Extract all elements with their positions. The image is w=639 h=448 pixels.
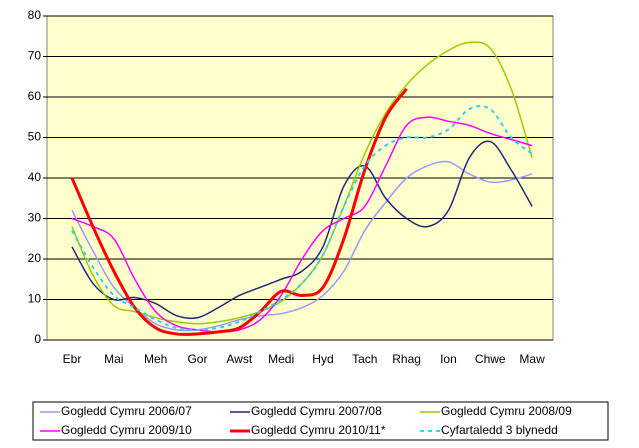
legend-label: Gogledd Cymru 2006/07: [61, 404, 192, 418]
x-tick-label: Meh: [144, 352, 167, 366]
y-tick-label: 60: [28, 89, 42, 103]
legend-label: Gogledd Cymru 2007/08: [251, 404, 382, 418]
series-line: [71, 105, 533, 331]
x-tick-label: Mai: [104, 352, 123, 366]
y-tick-label: 50: [28, 130, 42, 144]
legend-label: Gogledd Cymru 2010/11*: [251, 423, 386, 437]
x-tick-label: Chwe: [475, 352, 506, 366]
x-tick-label: Awst: [226, 352, 252, 366]
y-tick-label: 10: [28, 292, 42, 306]
y-tick-label: 70: [28, 49, 42, 63]
x-tick-label: Ebr: [63, 352, 82, 366]
legend-label: Cyfartaledd 3 blynedd: [441, 423, 558, 437]
series-line: [71, 116, 533, 333]
series-line: [71, 41, 533, 325]
x-tick-label: Medi: [268, 352, 294, 366]
series-line: [71, 160, 533, 332]
y-tick-label: 0: [34, 332, 41, 346]
x-tick-label: Rhag: [392, 352, 421, 366]
x-tick-label: Maw: [519, 352, 545, 366]
x-tick-label: Gor: [187, 352, 207, 366]
y-tick-label: 20: [28, 251, 42, 265]
x-tick-label: Hyd: [312, 352, 333, 366]
series-line: [71, 140, 533, 320]
legend-label: Gogledd Cymru 2009/10: [61, 423, 192, 437]
y-tick-label: 80: [28, 8, 42, 22]
series-line: [70, 87, 408, 336]
legend-label: Gogledd Cymru 2008/09: [441, 404, 572, 418]
y-tick-label: 40: [28, 170, 42, 184]
legend-box: [32, 401, 609, 441]
y-tick-label: 30: [28, 211, 42, 225]
x-tick-label: Ion: [440, 352, 457, 366]
x-tick-label: Tach: [352, 352, 377, 366]
